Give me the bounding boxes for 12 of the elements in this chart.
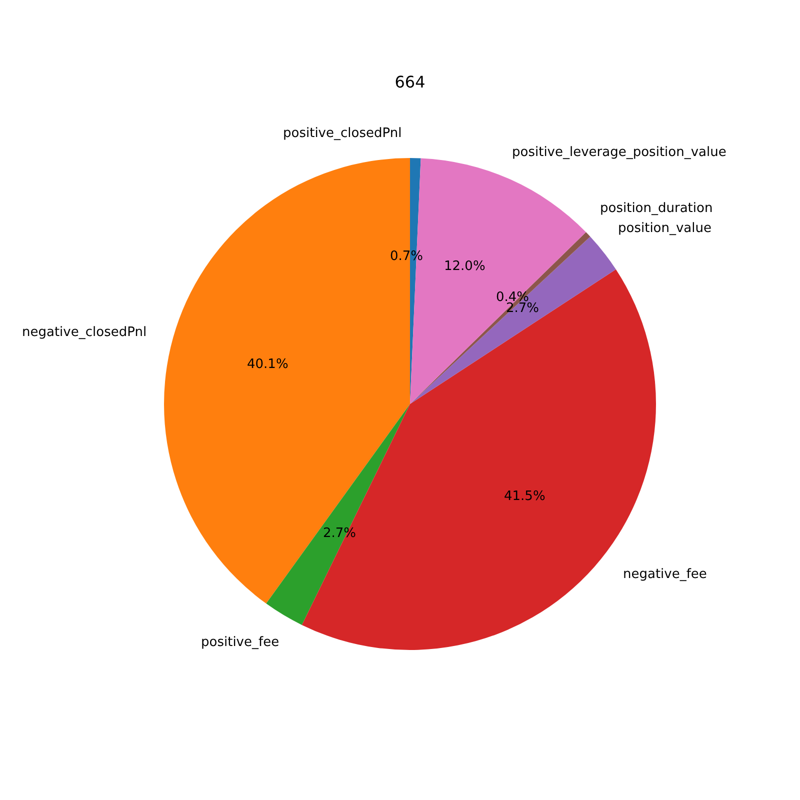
slice-label: negative_closedPnl	[22, 325, 147, 340]
slice-label: position_duration	[600, 201, 713, 216]
pie-slice	[266, 404, 410, 625]
data-label: 41.5%	[504, 489, 546, 504]
data-label: 12.0%	[444, 259, 486, 274]
slice-label: positive_closedPnl	[283, 126, 402, 141]
slice-label: position_value	[618, 221, 712, 236]
slice-label: negative_fee	[623, 567, 707, 582]
data-label: 40.1%	[247, 357, 288, 372]
chart-title: 664	[394, 72, 426, 92]
slice-label: positive_leverage_position_value	[512, 145, 726, 160]
slice-label: positive_fee	[201, 635, 280, 650]
